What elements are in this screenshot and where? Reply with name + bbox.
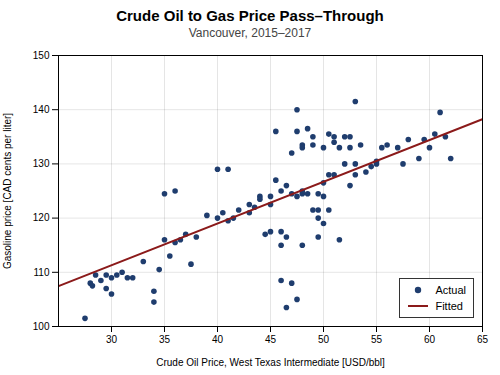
svg-text:Crude Oil Price, West Texas In: Crude Oil Price, West Texas Intermediate… [156,357,385,368]
svg-text:60: 60 [424,334,436,345]
svg-text:50: 50 [318,334,330,345]
svg-text:65: 65 [477,334,489,345]
svg-text:35: 35 [159,334,171,345]
svg-text:110: 110 [34,267,50,278]
svg-text:140: 140 [33,104,50,115]
svg-text:40: 40 [212,334,224,345]
html-text:Fitted: Fitted [435,300,463,312]
svg-text:Gasoline price [CAD cents per: Gasoline price [CAD cents per liter] [2,113,13,269]
svg-text:130: 130 [33,158,50,169]
svg-text:120: 120 [33,212,50,223]
svg-text:55: 55 [371,334,383,345]
svg-text:45: 45 [265,334,277,345]
svg-text:30: 30 [106,334,118,345]
html-text:Actual: Actual [435,284,466,296]
html-text:Vancouver, 2015–2017: Vancouver, 2015–2017 [188,26,312,40]
svg-text:150: 150 [33,50,50,61]
html-text:Crude Oil to Gas Price Pass–Th: Crude Oil to Gas Price Pass–Through [116,7,384,24]
svg-text:100: 100 [33,321,50,332]
